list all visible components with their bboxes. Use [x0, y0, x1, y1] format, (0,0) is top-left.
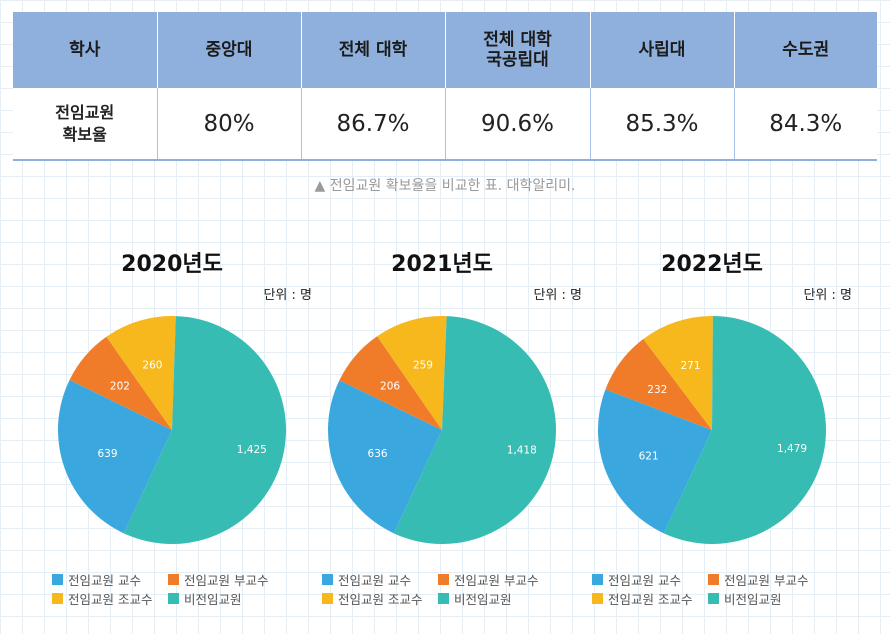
- pie-slice: [605, 338, 712, 430]
- pie-svg: 639 202 260 1,425: [57, 316, 286, 544]
- legend-label: 전임교원 조교수: [608, 592, 693, 607]
- pie-chart-2021: 2021년도 단위 : 명 636 206 259 1,418 전임교원 교수 전임교원…: [322, 240, 594, 620]
- legend-item: 전임교원 부교수: [708, 570, 808, 589]
- legend-item: 전임교원 조교수: [52, 589, 152, 608]
- pie-svg: 621 232 271 1,479: [598, 316, 826, 544]
- legend-item: 전임교원 부교수: [168, 570, 268, 589]
- comparison-table-wrap: 학사 중앙대 전체 대학 전체 대학 국공립대 사립대 수도권 전임교원 확보율…: [13, 12, 877, 161]
- table-header-cell: 전체 대학: [301, 12, 446, 88]
- legend-item: 전임교원 교수: [322, 570, 411, 589]
- pie-chart-2022: 2022년도 단위 : 명 621 232 271 1,479 전임교원 교수 전임교원…: [592, 240, 864, 620]
- legend-item: 전임교원 조교수: [592, 589, 692, 608]
- legend-swatch: [322, 574, 333, 585]
- pie-slice: [663, 316, 826, 544]
- legend-swatch: [708, 593, 719, 604]
- legend-label: 전임교원 교수: [608, 573, 681, 588]
- chart-title: 2022년도: [661, 252, 763, 277]
- slice-value-label: 232: [647, 384, 667, 396]
- slice-value-label: 202: [110, 381, 130, 393]
- legend-label: 비전임교원: [454, 592, 512, 607]
- legend-label: 비전임교원: [724, 592, 782, 607]
- legend-label: 전임교원 교수: [338, 573, 411, 588]
- pie-slice: [123, 316, 286, 544]
- chart-title: 2021년도: [391, 252, 493, 277]
- table-row: 전임교원 확보율 80% 86.7% 90.6% 85.3% 84.3%: [13, 88, 877, 161]
- legend-swatch: [592, 574, 603, 585]
- legend-label: 전임교원 부교수: [724, 573, 809, 588]
- legend-swatch: [52, 574, 63, 585]
- table-cell: 85.3%: [590, 88, 735, 161]
- legend-swatch: [438, 593, 449, 604]
- legend-label: 비전임교원: [184, 592, 242, 607]
- table-caption: ▲ 전임교원 확보율을 비교한 표. 대학알리미.: [314, 178, 576, 194]
- legend-swatch: [438, 574, 449, 585]
- legend-label: 전임교원 교수: [68, 573, 141, 588]
- legend-swatch: [168, 574, 179, 585]
- legend-swatch: [322, 593, 333, 604]
- pie-slice: [377, 316, 447, 430]
- slice-value-label: 1,418: [507, 444, 537, 456]
- table-header-cell: 사립대: [590, 12, 735, 88]
- table-header-cell: 중앙대: [157, 12, 302, 88]
- slice-value-label: 1,479: [777, 443, 807, 455]
- pie-svg: 636 206 259 1,418: [328, 316, 556, 544]
- chart-title: 2020년도: [121, 252, 223, 277]
- legend-item: 전임교원 조교수: [322, 589, 422, 608]
- legend-label: 전임교원 부교수: [454, 573, 539, 588]
- table-header-row: 학사 중앙대 전체 대학 전체 대학 국공립대 사립대 수도권: [13, 12, 877, 88]
- slice-value-label: 639: [97, 448, 117, 460]
- slice-value-label: 260: [142, 359, 162, 371]
- pie-slice: [643, 316, 713, 430]
- table-header-cell: 전체 대학 국공립대: [445, 12, 591, 88]
- legend-item: 비전임교원: [438, 589, 512, 608]
- unit-label: 단위 : 명: [533, 288, 582, 303]
- pie-slice: [57, 379, 172, 534]
- table-cell: 84.3%: [734, 88, 877, 161]
- legend-item: 전임교원 교수: [52, 570, 141, 589]
- legend-item: 비전임교원: [708, 589, 782, 608]
- table-cell: 90.6%: [445, 88, 591, 161]
- legend-swatch: [708, 574, 719, 585]
- slice-value-label: 636: [368, 448, 388, 460]
- pie-slice: [69, 336, 172, 430]
- pie-chart-2020: 2020년도 단위 : 명 639 202 260 1,425 전임교원 교수 전임교원…: [52, 240, 324, 620]
- legend-swatch: [592, 593, 603, 604]
- pie-slice: [328, 380, 442, 534]
- slice-value-label: 1,425: [237, 444, 267, 456]
- unit-label: 단위 : 명: [803, 288, 852, 303]
- legend-label: 전임교원 조교수: [68, 592, 153, 607]
- table-row-label: 전임교원 확보율: [13, 88, 158, 161]
- table-cell: 86.7%: [301, 88, 446, 161]
- slice-value-label: 621: [639, 451, 659, 463]
- slice-value-label: 206: [380, 380, 400, 392]
- slice-value-label: 259: [413, 359, 433, 371]
- unit-label: 단위 : 명: [263, 288, 312, 303]
- pie-slice: [106, 316, 176, 430]
- legend-swatch: [168, 593, 179, 604]
- legend-item: 전임교원 교수: [592, 570, 681, 589]
- legend-label: 전임교원 부교수: [184, 573, 269, 588]
- faculty-ratio-table: 학사 중앙대 전체 대학 전체 대학 국공립대 사립대 수도권 전임교원 확보율…: [13, 12, 877, 161]
- pie-slice: [339, 336, 442, 430]
- legend-item: 비전임교원: [168, 589, 242, 608]
- pie-slice: [393, 316, 556, 544]
- table-header-cell: 수도권: [782, 40, 830, 60]
- slice-value-label: 271: [681, 360, 701, 372]
- legend-item: 전임교원 부교수: [438, 570, 538, 589]
- table-cell: 80%: [157, 88, 302, 161]
- legend-swatch: [52, 593, 63, 604]
- pie-slice: [598, 389, 712, 534]
- table-header-cell: 학사: [13, 12, 158, 88]
- legend-label: 전임교원 조교수: [338, 592, 423, 607]
